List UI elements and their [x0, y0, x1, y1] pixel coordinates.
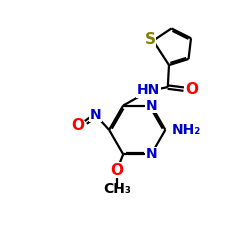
Text: S: S [145, 32, 156, 47]
Text: N: N [146, 147, 157, 161]
Text: NH₂: NH₂ [172, 123, 202, 137]
Text: N: N [146, 98, 157, 112]
Text: O: O [71, 118, 84, 132]
Text: HN: HN [136, 83, 160, 97]
Text: O: O [110, 162, 124, 178]
Text: N: N [90, 108, 102, 122]
Text: CH₃: CH₃ [103, 182, 131, 196]
Text: O: O [185, 82, 198, 96]
